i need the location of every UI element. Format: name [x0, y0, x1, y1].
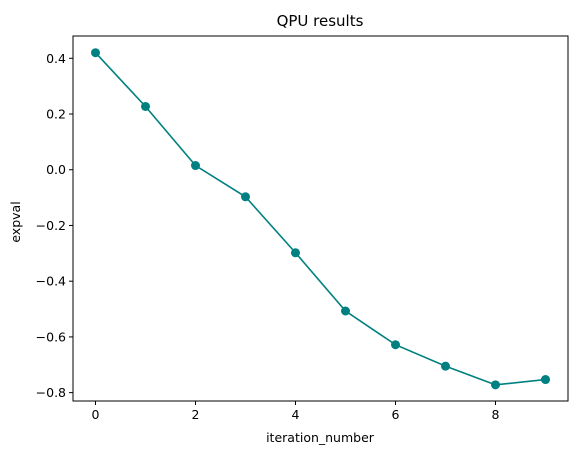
x-tick-label: 8: [492, 407, 500, 422]
data-point: [391, 340, 400, 350]
data-point: [341, 306, 350, 316]
data-point: [491, 380, 500, 390]
chart-title: QPU results: [277, 12, 364, 30]
y-tick-label: −0.6: [36, 329, 66, 344]
y-tick-label: 0.2: [46, 107, 66, 122]
y-tick-label: −0.8: [36, 385, 66, 400]
data-point: [441, 361, 450, 371]
data-point: [191, 161, 200, 171]
y-tick-label: −0.2: [36, 218, 66, 233]
y-axis: 0.4 0.2 0.0 −0.2 −0.4 −0.6 −0.8: [36, 51, 73, 400]
y-tick-label: 0.4: [46, 51, 66, 66]
x-tick-label: 6: [392, 407, 400, 422]
x-axis: 0 2 4 6 8: [92, 401, 500, 422]
x-tick-label: 4: [292, 407, 300, 422]
series-line: [94, 52, 546, 386]
x-tick-label: 2: [192, 407, 200, 422]
x-tick-label: 0: [92, 407, 100, 422]
data-point: [91, 48, 100, 58]
data-point: [141, 101, 150, 111]
data-point: [291, 248, 300, 258]
plot-frame: [72, 35, 569, 402]
data-point: [541, 375, 550, 385]
y-tick-label: −0.4: [36, 274, 66, 289]
x-axis-label: iteration_number: [266, 430, 375, 445]
y-tick-label: 0.0: [46, 162, 66, 177]
series-layer: [91, 48, 550, 390]
data-point: [241, 192, 250, 202]
y-axis-label: expval: [8, 201, 23, 242]
